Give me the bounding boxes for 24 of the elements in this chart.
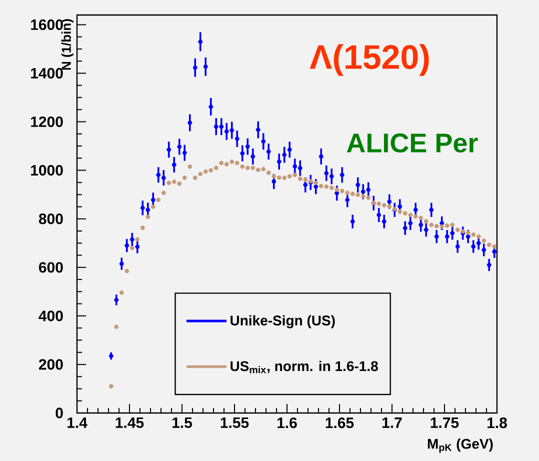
annotation: ALICE Per xyxy=(346,133,478,153)
x-tick-label: 1.7 xyxy=(382,418,402,428)
legend-label: Unike-Sign (US) xyxy=(230,315,335,328)
y-axis-title: N (1/bin) xyxy=(61,19,74,70)
y-tick-label: 1400 xyxy=(31,68,63,79)
x-tick-label: 1.5 xyxy=(172,418,192,428)
x-tick-label: 1.4 xyxy=(68,418,88,428)
y-tick-label: 800 xyxy=(38,214,63,224)
y-tick-label: 1600 xyxy=(31,19,63,30)
x-tick-label: 1.6 xyxy=(278,418,297,428)
annotation: Λ(1520) xyxy=(310,44,429,76)
y-tick-label: 600 xyxy=(38,262,63,273)
y-tick-label: 1200 xyxy=(31,116,63,128)
y-tick-label: 0 xyxy=(56,408,63,418)
x-tick-label: 1.65 xyxy=(326,418,354,428)
x-tick-label: 1.55 xyxy=(220,418,249,428)
legend-label: US$_{mix}$, norm. in 1.6-1.8 xyxy=(230,360,378,374)
x-tick-label: 1.45 xyxy=(116,418,144,428)
x-tick-label: 1.75 xyxy=(430,418,459,428)
y-tick-label: 200 xyxy=(38,359,63,370)
y-tick-label: 1000 xyxy=(31,164,63,176)
x-axis-title: M$_{pK}$ (GeV) xyxy=(428,438,493,453)
x-tick-label: 1.8 xyxy=(488,418,507,428)
y-tick-label: 400 xyxy=(38,310,63,322)
